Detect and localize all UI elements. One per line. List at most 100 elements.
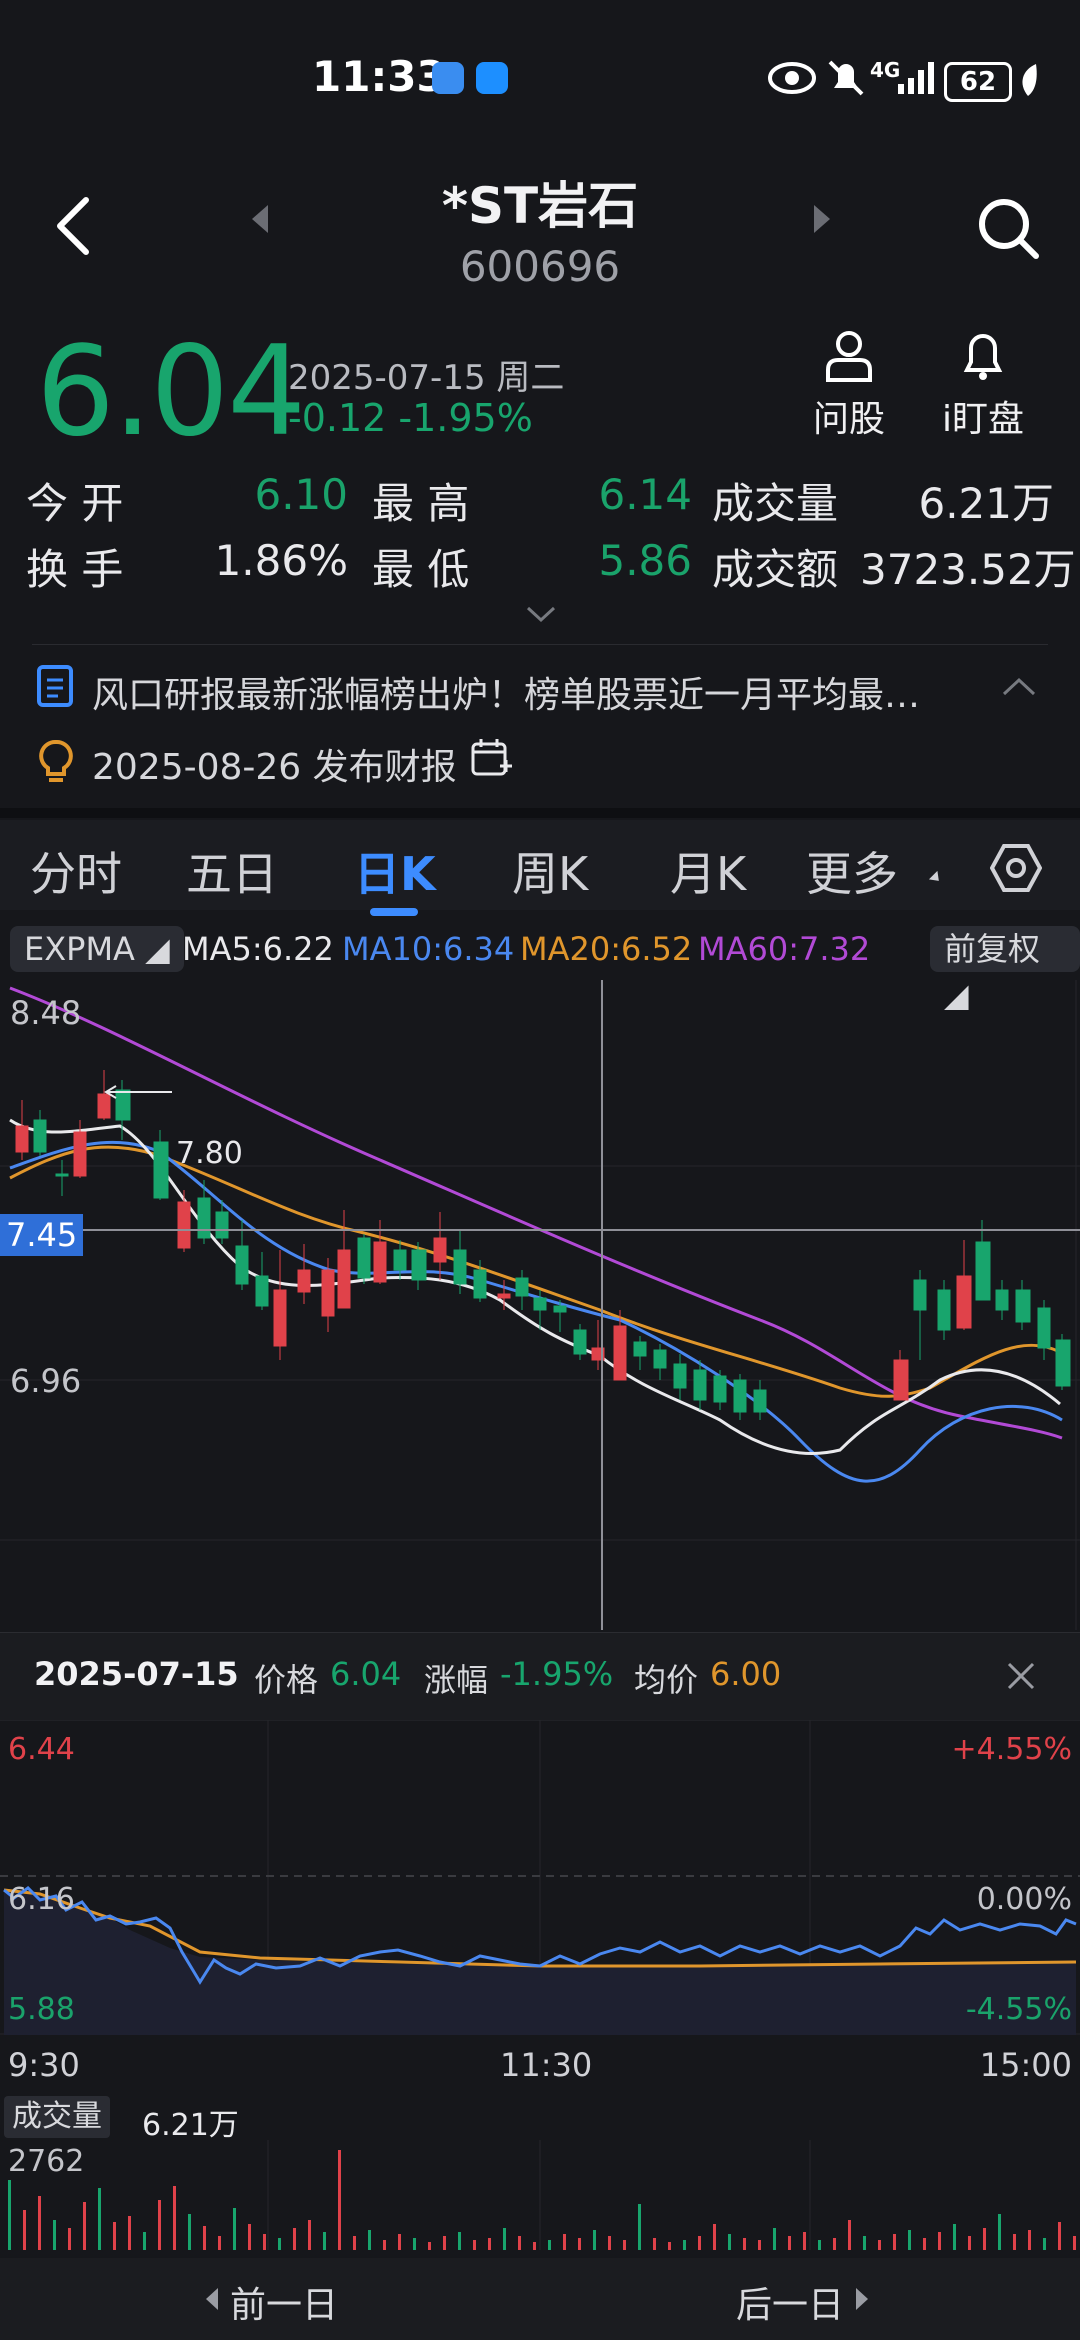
info-avg-label: 均价	[634, 1661, 699, 1699]
volume-bar	[368, 2230, 371, 2250]
tab-more[interactable]: 更多	[806, 847, 898, 901]
volume-bar	[23, 2210, 26, 2250]
high-label: 最 高	[372, 479, 470, 528]
volume-bar	[548, 2240, 551, 2250]
volume-bar	[8, 2180, 11, 2250]
minute-low: 5.88	[8, 1992, 75, 2027]
volume-bar	[353, 2236, 356, 2250]
volume-bar	[428, 2242, 431, 2250]
tab-daily-k[interactable]: 日K	[354, 847, 436, 901]
minute-mid-pct: 0.00%	[976, 1882, 1072, 1917]
mute-bell-icon	[828, 60, 864, 96]
expand-stats-icon[interactable]	[524, 604, 558, 624]
tab-weekly-k[interactable]: 周K	[512, 847, 589, 901]
tab-intraday[interactable]: 分时	[30, 847, 122, 901]
active-tab-indicator	[370, 908, 418, 916]
open-label: 今 开	[26, 479, 124, 528]
ma10-line	[9, 1140, 1063, 1483]
info-price-label: 价格	[254, 1661, 319, 1699]
info-date: 2025-07-15	[34, 1655, 239, 1693]
close-icon[interactable]	[1006, 1661, 1036, 1691]
volume-bar	[443, 2236, 446, 2250]
clock: 11:33	[312, 52, 446, 101]
max-price-marker: 7.80	[176, 1136, 243, 1171]
watch-label: i盯盘	[941, 399, 1024, 440]
period-tabs: 分时 五日 日K 周K 月K 更多	[0, 820, 1080, 916]
prev-day-button[interactable]: 前一日	[230, 2285, 339, 2326]
volume-bar	[38, 2196, 41, 2250]
volume-bar	[248, 2224, 251, 2250]
minute-high: 6.44	[8, 1732, 75, 1767]
price-line	[3, 1886, 1077, 1985]
settings-icon[interactable]	[990, 842, 1042, 894]
ask-stock-button[interactable]: 问股	[784, 330, 914, 442]
volume-bar	[413, 2238, 416, 2250]
next-day-button[interactable]: 后一日	[736, 2285, 845, 2326]
quote-date: 2025-07-15 周二	[288, 358, 565, 398]
next-day-icon	[856, 2288, 868, 2310]
volume-bar	[968, 2236, 971, 2250]
volume-bar	[578, 2238, 581, 2250]
search-icon[interactable]	[976, 196, 1040, 260]
ma60-value: MA60:7.32	[698, 930, 871, 968]
tab-five-day[interactable]: 五日	[186, 847, 278, 901]
ma5-value: MA5:6.22	[182, 930, 334, 968]
person-icon	[826, 331, 872, 382]
volume-bar	[833, 2238, 836, 2250]
next-stock-icon[interactable]	[814, 205, 830, 233]
volume-label[interactable]: 成交量	[4, 2096, 110, 2138]
volume-bar	[728, 2234, 731, 2250]
volume-bar	[638, 2204, 641, 2250]
minute-mid: 6.16	[8, 1882, 75, 1917]
adjust-label: 前复权	[944, 930, 1041, 968]
volume-bar	[98, 2188, 101, 2250]
indicator-selector[interactable]: EXPMA ◢	[10, 926, 184, 972]
volume-bar	[233, 2208, 236, 2250]
volume-bar	[203, 2226, 206, 2250]
time-start: 9:30	[8, 2046, 80, 2084]
volume-bar	[383, 2240, 386, 2250]
more-dropdown-icon	[928, 870, 944, 886]
volume-bar	[1043, 2238, 1046, 2250]
volume-bar	[1028, 2230, 1031, 2250]
low-label: 最 低	[372, 545, 470, 594]
prev-stock-icon[interactable]	[252, 205, 268, 233]
volume-bar	[503, 2228, 506, 2250]
minute-high-pct: +4.55%	[951, 1732, 1072, 1767]
info-change: -1.95%	[500, 1655, 614, 1693]
tab-monthly-k[interactable]: 月K	[670, 847, 747, 901]
volume-bar	[713, 2224, 716, 2250]
volume-bar	[1058, 2222, 1061, 2250]
open-value: 6.10	[254, 470, 348, 519]
volume-bar	[128, 2216, 131, 2250]
indicator-bar: EXPMA ◢ MA5:6.22 MA10:6.34 MA20:6.52 MA6…	[0, 922, 1080, 1014]
volume-axis-top: 2762	[8, 2144, 85, 2179]
candles	[15, 1070, 1071, 1420]
back-button[interactable]	[54, 196, 94, 256]
document-icon	[37, 665, 73, 707]
adjust-selector[interactable]: 前复权 ◢	[930, 926, 1080, 1014]
kline-chart[interactable]	[0, 980, 1080, 1630]
collapse-icon[interactable]	[1000, 674, 1038, 698]
stock-name: *ST岩石	[441, 177, 639, 235]
amount-value: 3723.52万	[860, 545, 1076, 594]
volume-bar	[668, 2242, 671, 2250]
news-headline[interactable]: 风口研报最新涨幅榜出炉！榜单股票近一月平均最…	[92, 675, 921, 716]
section-gap	[0, 808, 1080, 818]
minute-low-pct: -4.55%	[965, 1992, 1072, 2027]
volume-bar	[953, 2224, 956, 2250]
volume-bar	[773, 2228, 776, 2250]
status-bar: 11:33 4G 62	[0, 0, 1080, 140]
intraday-chart[interactable]	[0, 1720, 1080, 2035]
kchart-axis-mid: 6.96	[10, 1362, 82, 1400]
volume-bar	[278, 2238, 281, 2250]
watch-button[interactable]: i盯盘	[918, 330, 1048, 442]
volume-bar	[188, 2214, 191, 2250]
volume-bar	[848, 2220, 851, 2250]
volume-bar	[923, 2238, 926, 2250]
time-mid: 11:30	[500, 2046, 593, 2084]
volume-bar	[1013, 2234, 1016, 2250]
calendar-add-icon[interactable]	[470, 736, 512, 780]
volume-bar	[83, 2202, 86, 2250]
volume-bar	[473, 2240, 476, 2250]
